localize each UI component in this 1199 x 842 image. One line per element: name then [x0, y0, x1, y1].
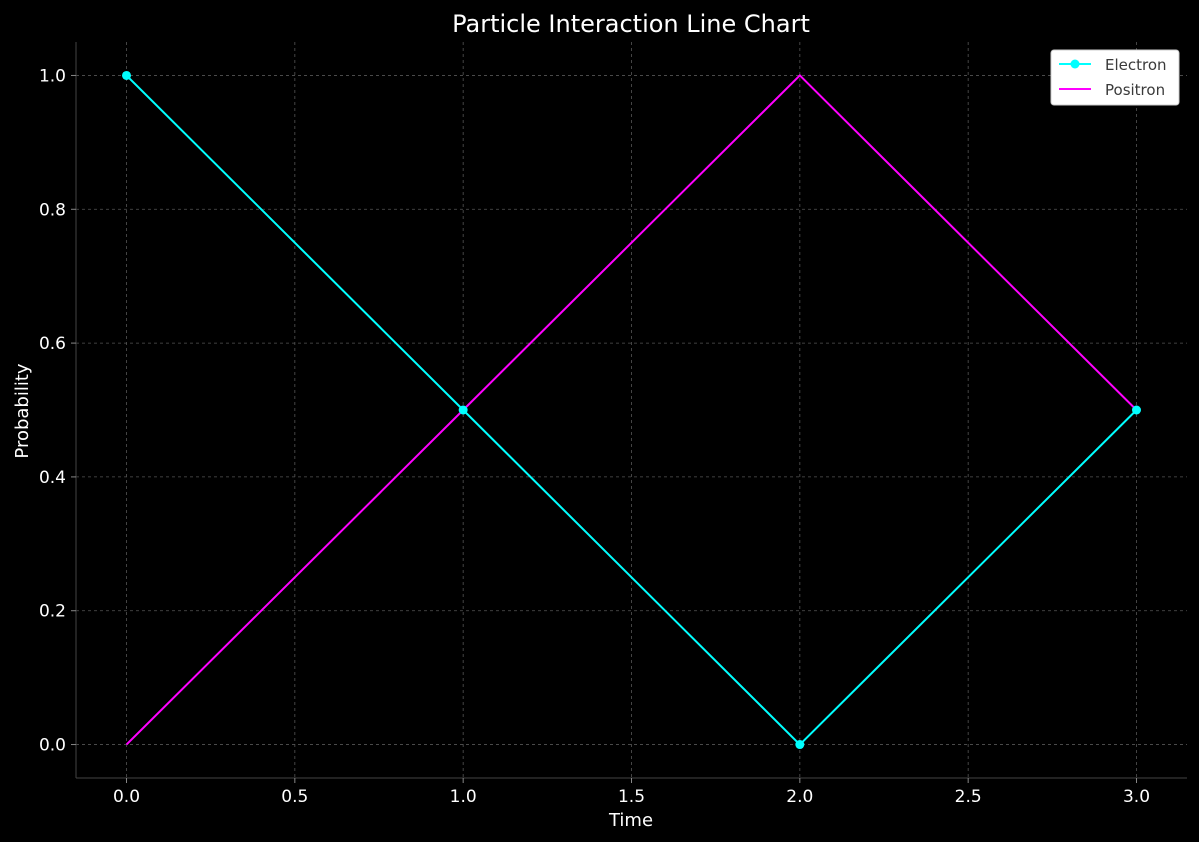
- grid: [76, 42, 1187, 778]
- series-line-positron: [125, 74, 1138, 746]
- x-tick-label: 3.0: [1123, 787, 1150, 807]
- y-tick-label: 0.4: [39, 468, 66, 488]
- legend-marker-electron: [1070, 59, 1080, 69]
- y-tick-label: 1.0: [39, 66, 66, 86]
- y-tick-label: 0.8: [39, 200, 66, 220]
- x-tick-label: 2.0: [786, 787, 813, 807]
- legend-label-electron: Electron: [1105, 56, 1167, 74]
- series-line-electron: [125, 74, 1138, 746]
- y-tick-label: 0.6: [39, 334, 66, 354]
- legend: Electron Positron: [1050, 49, 1180, 106]
- y-axis-title: Probability: [12, 363, 33, 458]
- series-lines: [125, 74, 1138, 746]
- point-electron: [458, 405, 468, 415]
- y-tick-label: 0.0: [39, 736, 66, 756]
- legend-label-positron: Positron: [1105, 81, 1165, 99]
- x-tick-label: 2.5: [955, 787, 982, 807]
- x-tick-label: 1.5: [618, 787, 645, 807]
- chart-title: Particle Interaction Line Chart: [452, 10, 810, 38]
- x-tick-label: 0.0: [113, 787, 140, 807]
- x-tick-label: 0.5: [281, 787, 308, 807]
- series-markers: [122, 70, 1141, 750]
- x-axis-title: Time: [608, 810, 653, 831]
- point-electron: [795, 740, 805, 750]
- y-tick-label: 0.2: [39, 602, 66, 622]
- point-electron: [1132, 405, 1141, 415]
- tick-labels: 0.0 0.5 1.0 1.5 2.0 2.5 3.0 0.0 0.2 0.4 0.6 0.8 1.0: [39, 66, 1150, 807]
- x-tick-label: 1.0: [450, 787, 477, 807]
- point-electron: [122, 70, 131, 80]
